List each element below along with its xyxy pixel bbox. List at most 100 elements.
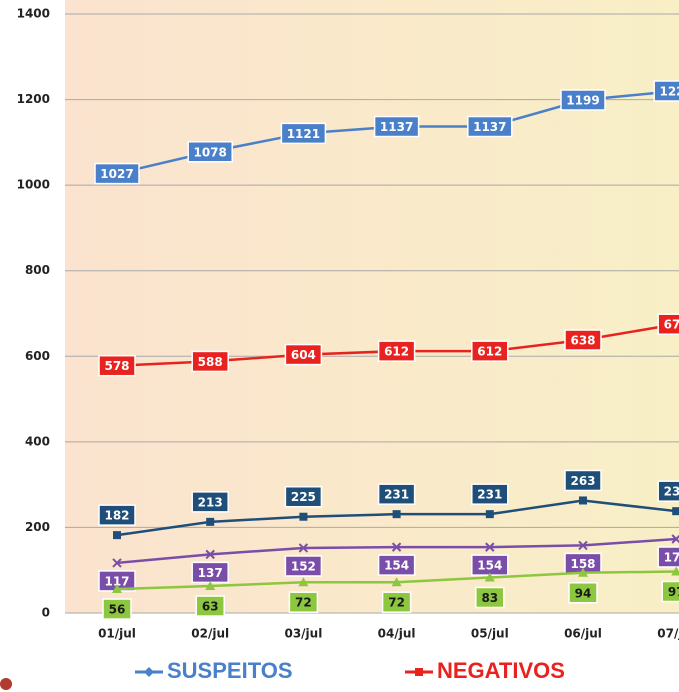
value-label-box (653, 80, 679, 102)
marker (298, 543, 309, 553)
value-label-box (661, 580, 679, 603)
value-label: 94 (575, 586, 592, 600)
value-label: 63 (202, 600, 219, 614)
value-label: 173 (664, 550, 679, 564)
value-label-box (377, 483, 416, 505)
value-label: 225 (291, 490, 316, 504)
value-label-box (102, 598, 132, 620)
y-tick-label: 800 (25, 263, 50, 277)
value-label: 263 (570, 474, 595, 488)
value-label: 1137 (380, 120, 413, 134)
marker (578, 540, 588, 551)
value-label: 83 (481, 591, 498, 605)
marker (484, 572, 495, 582)
value-label: 158 (570, 557, 595, 571)
value-label: 117 (104, 574, 129, 588)
value-label-box (471, 483, 509, 505)
value-label-box (373, 115, 420, 138)
value-label: 675 (664, 318, 679, 332)
y-tick-label: 600 (25, 349, 50, 363)
value-label-box (288, 591, 319, 613)
y-tick-label: 1000 (17, 178, 50, 192)
marker (578, 567, 588, 577)
y-tick-label: 1200 (17, 92, 50, 106)
value-label: 588 (198, 355, 223, 369)
value-label: 238 (664, 485, 679, 499)
legend-label: SUSPEITOS (167, 658, 293, 683)
y-tick-label: 0 (42, 606, 50, 620)
value-label: 1078 (193, 145, 226, 159)
value-label-box (467, 115, 513, 138)
value-label: 72 (295, 596, 312, 610)
marker (205, 581, 216, 591)
x-tick-label: 02/jul (191, 627, 229, 641)
legend-label: NEGATIVOS (437, 658, 565, 683)
marker (206, 517, 215, 526)
value-label: 231 (477, 488, 502, 502)
x-tick-label: 01/jul (98, 627, 136, 641)
x-tick-label: 04/jul (378, 627, 416, 641)
value-label-box (284, 343, 323, 366)
value-label: 1199 (566, 93, 599, 107)
y-tick-label: 400 (25, 434, 50, 448)
value-label: 72 (388, 596, 405, 610)
marker (579, 496, 587, 505)
value-label-box (381, 591, 412, 613)
marker (299, 512, 308, 521)
marker (112, 558, 122, 568)
value-label: 182 (104, 509, 129, 523)
value-label-box (564, 329, 602, 351)
value-label-box (98, 354, 136, 377)
value-label: 56 (109, 603, 126, 617)
value-label-box (187, 141, 233, 163)
marker (485, 542, 495, 552)
value-label-box (191, 491, 229, 513)
value-label: 1121 (287, 127, 320, 141)
marker (392, 510, 401, 519)
value-label: 1027 (100, 167, 133, 181)
value-label-box (195, 595, 225, 617)
value-label-box (191, 350, 229, 373)
marker (298, 577, 309, 587)
value-label: 231 (384, 488, 409, 502)
value-label-box (475, 586, 505, 609)
x-tick-label: 03/jul (284, 627, 322, 641)
value-label: 152 (291, 559, 316, 573)
value-label: 154 (384, 559, 409, 573)
value-label: 638 (570, 334, 595, 348)
logo-fragment (0, 678, 12, 690)
value-label-box (94, 162, 140, 185)
value-label-box (377, 340, 416, 362)
marker (485, 510, 494, 519)
y-tick-label: 1400 (17, 7, 50, 21)
value-label: 604 (291, 348, 316, 362)
value-label: 578 (104, 359, 129, 373)
x-tick-label: 05/jul (471, 627, 509, 641)
y-tick-label: 200 (25, 520, 50, 534)
legend-marker (415, 668, 423, 676)
value-label-box (560, 89, 606, 111)
value-label: 612 (384, 345, 409, 359)
value-label-box (568, 582, 598, 604)
value-label: 612 (477, 345, 502, 359)
marker (672, 507, 679, 516)
value-label: 1220 (659, 85, 679, 99)
x-tick-label: 07/jul (657, 627, 679, 641)
marker (113, 531, 121, 540)
value-label-box (564, 469, 602, 492)
x-tick-label: 06/jul (564, 627, 602, 641)
value-label: 213 (198, 495, 223, 509)
marker (391, 542, 402, 552)
marker (391, 577, 402, 587)
value-label-box (471, 340, 509, 362)
legend-marker (144, 667, 154, 677)
value-label: 154 (477, 559, 502, 573)
marker (112, 584, 122, 594)
value-label-box (98, 504, 136, 526)
value-label-box (657, 480, 679, 502)
value-label: 97 (668, 585, 679, 599)
marker (205, 549, 215, 560)
value-label-box (377, 554, 416, 576)
value-label: 1137 (473, 120, 506, 134)
